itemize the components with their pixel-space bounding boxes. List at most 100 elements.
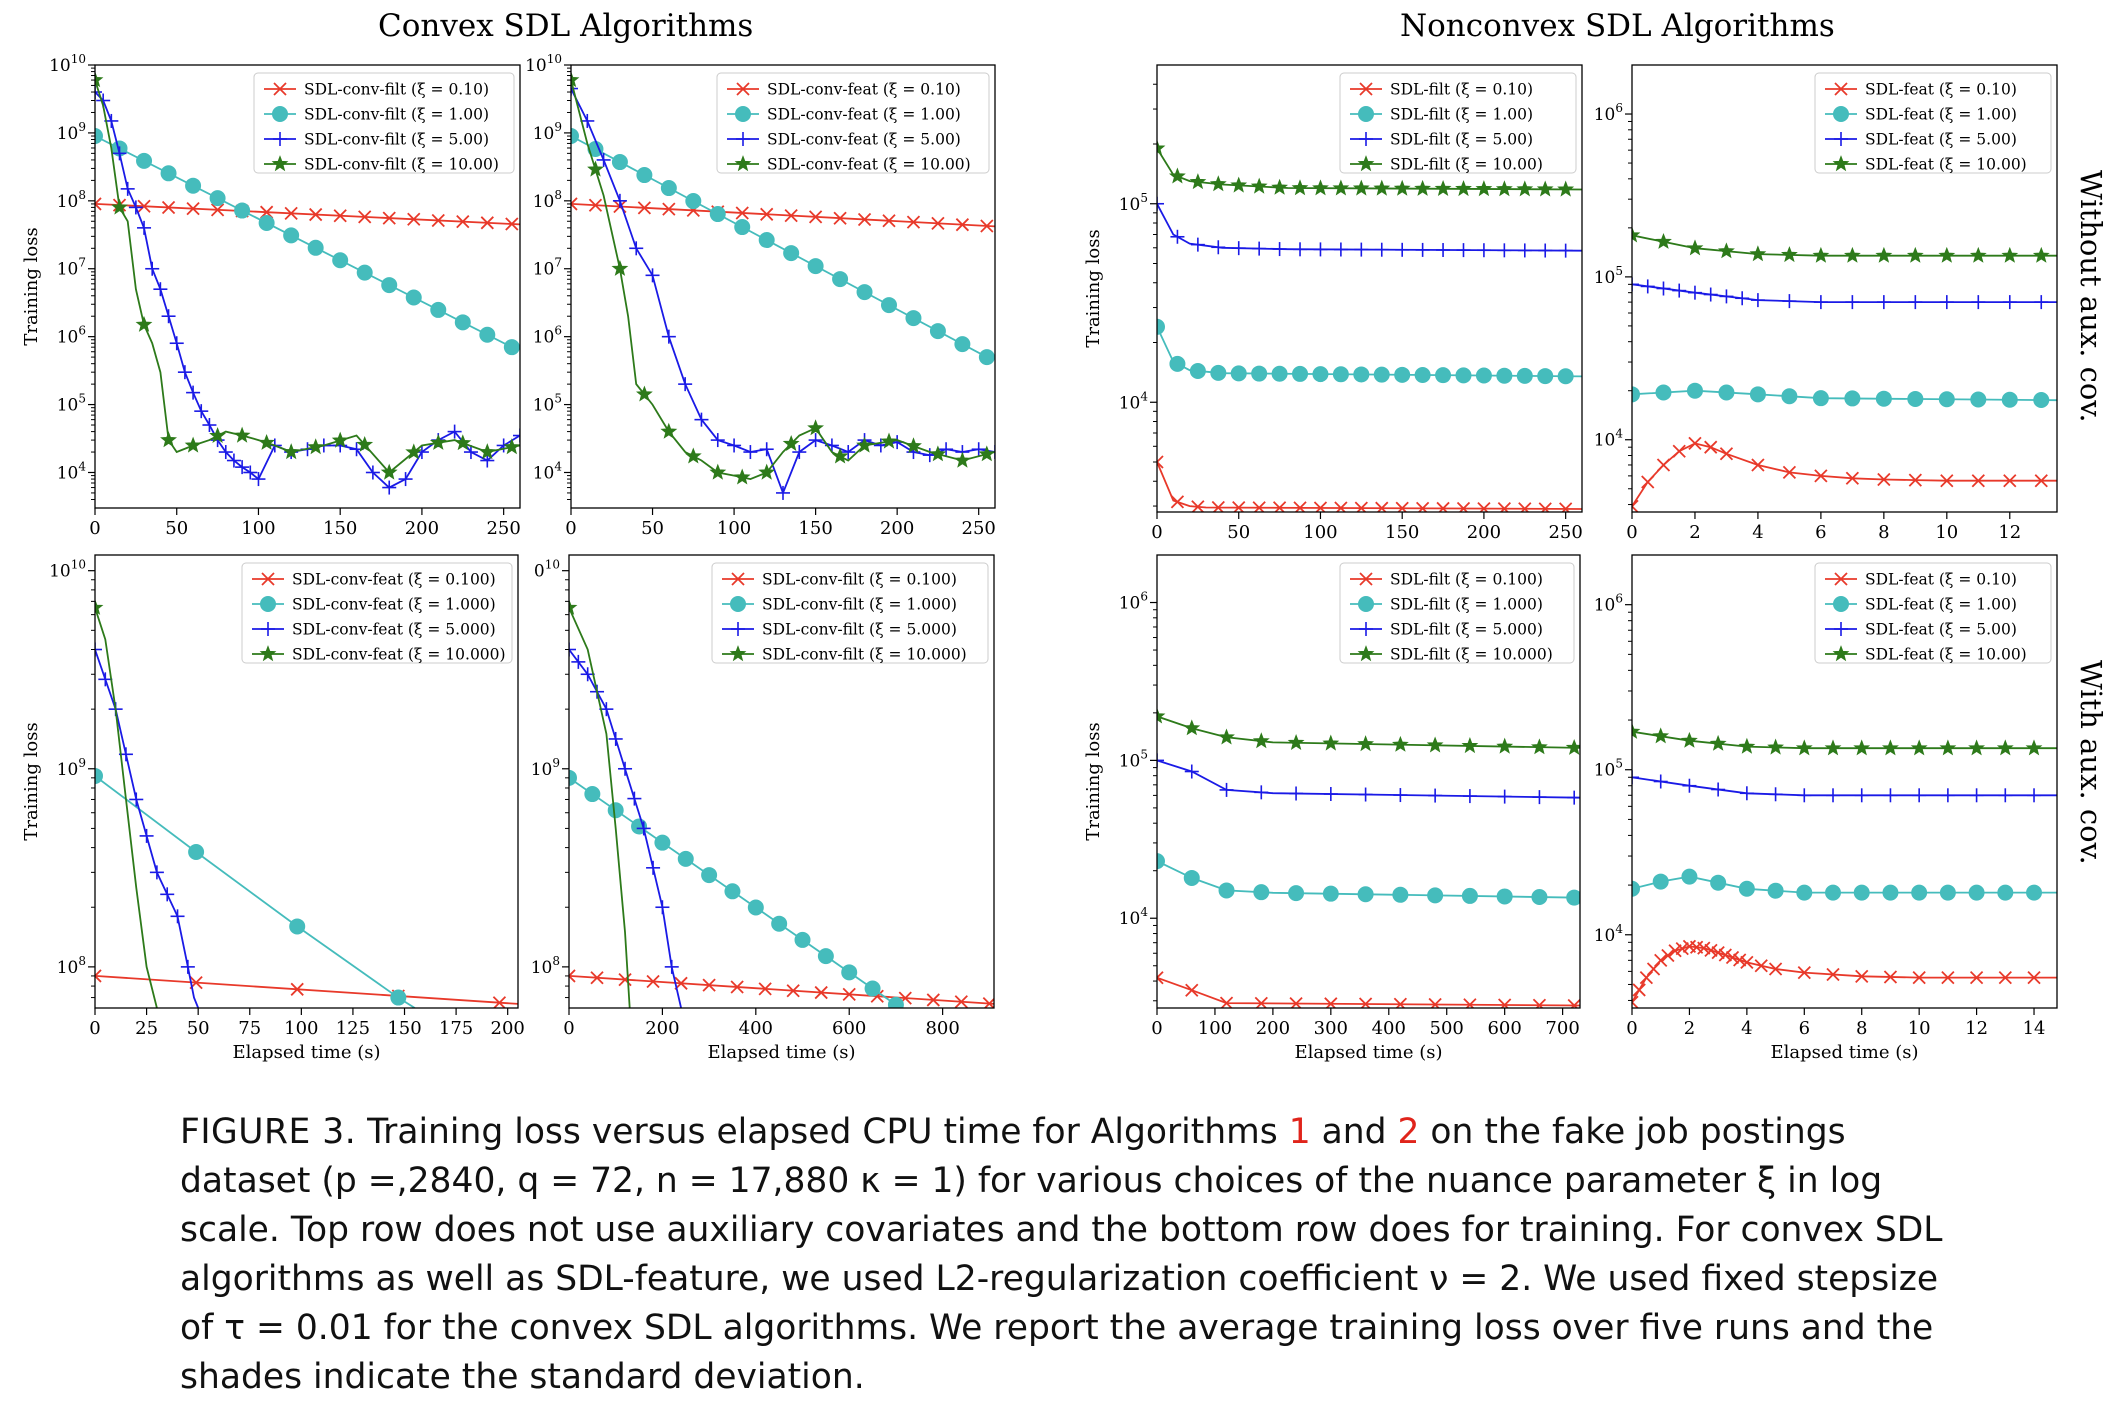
x-tick-label: 0 xyxy=(563,1018,574,1039)
data-point xyxy=(1826,788,1841,803)
data-point xyxy=(817,948,834,965)
y-axis-label: Training loss xyxy=(1083,722,1104,840)
data-point xyxy=(1231,241,1246,256)
data-point xyxy=(1291,179,1309,196)
data-point xyxy=(145,261,160,276)
x-tick-label: 6 xyxy=(1799,1018,1810,1039)
data-point xyxy=(684,447,702,464)
y-tick-label: 109 xyxy=(533,120,562,144)
data-point xyxy=(1749,386,1766,403)
data-point xyxy=(1496,367,1513,384)
legend-entry: SDL-filt (ξ = 5.000) xyxy=(1350,621,1543,639)
data-point xyxy=(1218,728,1235,745)
legend: SDL-filt (ξ = 0.100) SDL-filt (ξ = 1.000)… xyxy=(1339,562,1575,664)
data-point xyxy=(1687,285,1702,300)
data-point xyxy=(1688,436,1702,451)
data-point xyxy=(607,802,624,819)
data-point xyxy=(1782,465,1797,480)
data-point xyxy=(1253,884,1270,901)
x-tick-label: 50 xyxy=(187,1018,210,1039)
legend-marker xyxy=(1359,622,1373,636)
data-point xyxy=(1906,246,1924,263)
data-point xyxy=(1516,180,1534,197)
data-point xyxy=(1436,243,1451,258)
data-point xyxy=(358,210,372,224)
data-point xyxy=(1797,788,1812,803)
data-point xyxy=(735,206,749,220)
data-point xyxy=(1189,173,1207,190)
data-point xyxy=(814,985,828,1000)
data-point xyxy=(1939,295,1954,310)
legend-marker xyxy=(1834,572,1848,586)
data-point xyxy=(1632,386,1640,403)
data-point xyxy=(210,203,225,217)
data-point xyxy=(1211,240,1226,255)
x-tick-label: 50 xyxy=(1227,522,1250,543)
data-point xyxy=(1632,226,1641,243)
data-point xyxy=(784,208,798,223)
data-point xyxy=(112,146,127,161)
data-point xyxy=(569,769,577,786)
data-point xyxy=(1498,998,1512,1008)
caption-part2: and xyxy=(1310,1112,1398,1152)
legend-marker xyxy=(729,645,747,662)
plot-area xyxy=(1157,139,1582,512)
data-point xyxy=(1911,884,1928,901)
data-point xyxy=(2033,392,2050,409)
data-point xyxy=(1476,243,1491,258)
data-point xyxy=(1938,391,1955,408)
data-point xyxy=(1672,444,1686,458)
data-point xyxy=(1218,882,1235,899)
data-point xyxy=(694,412,709,427)
caption-ref-algorithm-2[interactable]: 2 xyxy=(1397,1112,1420,1152)
legend-marker xyxy=(1832,155,1850,172)
data-point xyxy=(1271,365,1288,382)
x-tick-label: 100 xyxy=(717,518,751,539)
data-point xyxy=(1656,458,1671,472)
minor-ticks xyxy=(567,67,571,501)
data-point xyxy=(405,289,422,306)
data-point xyxy=(611,154,628,171)
data-point xyxy=(1709,734,1727,751)
series-green xyxy=(95,598,158,1008)
caption-ref-algorithm-1[interactable]: 1 xyxy=(1288,1112,1311,1152)
data-point xyxy=(1475,367,1492,384)
data-point xyxy=(479,326,496,343)
data-point xyxy=(1971,474,1985,488)
data-point xyxy=(1875,390,1892,407)
legend-label: SDL-feat (ξ = 1.00) xyxy=(1865,596,2017,614)
data-point xyxy=(1461,887,1478,904)
data-point xyxy=(128,200,143,215)
series-line xyxy=(1157,461,1582,510)
data-point xyxy=(356,264,373,281)
data-point xyxy=(832,271,849,288)
legend-label: SDL-feat (ξ = 5.00) xyxy=(1865,131,2017,149)
data-point xyxy=(792,445,807,460)
data-point xyxy=(841,445,856,460)
data-point xyxy=(1704,440,1718,454)
data-point xyxy=(137,220,152,235)
y-tick-label: 105 xyxy=(1119,191,1148,215)
data-point xyxy=(678,377,693,392)
data-point xyxy=(1518,502,1532,512)
minor-ticks xyxy=(1153,609,1157,1002)
x-tick-label: 0 xyxy=(1151,1018,1162,1039)
data-point xyxy=(1812,390,1829,407)
data-point xyxy=(1293,242,1308,257)
data-point xyxy=(95,598,104,615)
data-point xyxy=(2001,246,2019,263)
data-point xyxy=(661,329,676,344)
data-point xyxy=(569,642,576,657)
data-point xyxy=(654,834,671,851)
x-tick-label: 200 xyxy=(1467,522,1501,543)
legend-marker xyxy=(1833,596,1849,612)
legend-entry: SDL-conv-feat (ξ = 1.000) xyxy=(252,596,496,614)
data-point xyxy=(1558,243,1573,258)
data-point xyxy=(1632,277,1639,292)
data-point xyxy=(1426,736,1444,753)
data-point xyxy=(95,767,103,784)
legend-marker xyxy=(1834,132,1848,146)
data-point xyxy=(635,385,653,402)
data-point xyxy=(1251,365,1268,382)
legend-entry: SDL-conv-filt (ξ = 5.000) xyxy=(722,621,957,639)
